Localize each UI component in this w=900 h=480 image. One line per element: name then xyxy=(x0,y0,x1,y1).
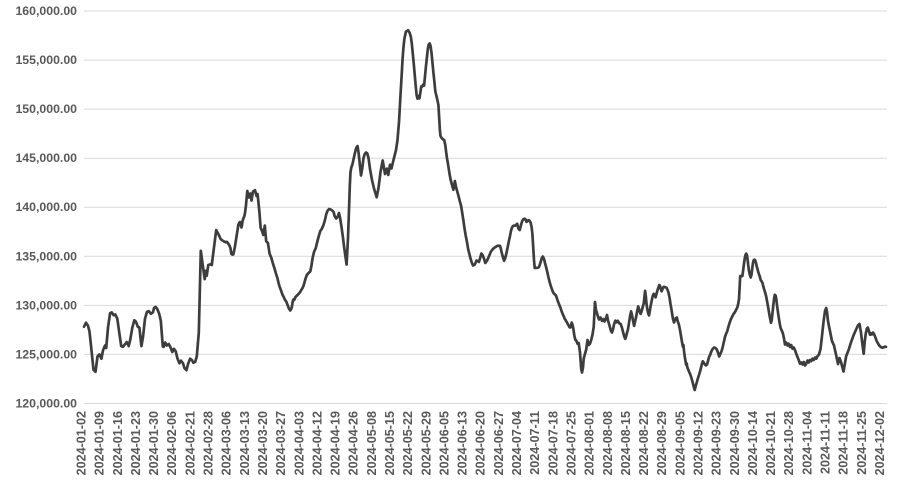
svg-text:2024-08-01: 2024-08-01 xyxy=(583,411,597,475)
svg-text:2024-05-29: 2024-05-29 xyxy=(419,411,433,475)
svg-text:2024-04-03: 2024-04-03 xyxy=(292,411,306,475)
svg-text:2024-02-06: 2024-02-06 xyxy=(165,411,179,475)
svg-text:2024-09-12: 2024-09-12 xyxy=(692,411,706,475)
svg-text:2024-08-08: 2024-08-08 xyxy=(601,411,615,475)
svg-text:2024-12-02: 2024-12-02 xyxy=(873,411,887,475)
svg-text:2024-11-18: 2024-11-18 xyxy=(837,411,851,475)
svg-text:2024-04-26: 2024-04-26 xyxy=(347,411,361,475)
svg-text:2024-01-23: 2024-01-23 xyxy=(129,411,143,475)
svg-text:2024-01-16: 2024-01-16 xyxy=(111,411,125,475)
svg-text:2024-10-14: 2024-10-14 xyxy=(746,411,760,475)
svg-text:2024-09-05: 2024-09-05 xyxy=(673,411,687,475)
svg-text:2024-09-23: 2024-09-23 xyxy=(710,411,724,475)
svg-text:2024-04-19: 2024-04-19 xyxy=(329,411,343,475)
svg-text:2024-06-05: 2024-06-05 xyxy=(437,411,451,475)
svg-text:160,000.00: 160,000.00 xyxy=(15,4,77,18)
svg-text:2024-02-21: 2024-02-21 xyxy=(183,411,197,475)
svg-text:2024-03-27: 2024-03-27 xyxy=(274,411,288,475)
svg-text:2024-02-28: 2024-02-28 xyxy=(202,411,216,475)
svg-text:2024-08-29: 2024-08-29 xyxy=(655,411,669,475)
svg-text:2024-03-13: 2024-03-13 xyxy=(238,411,252,475)
svg-text:145,000.00: 145,000.00 xyxy=(15,151,77,165)
svg-text:2024-10-28: 2024-10-28 xyxy=(782,411,796,475)
svg-text:130,000.00: 130,000.00 xyxy=(15,298,77,312)
svg-text:2024-07-04: 2024-07-04 xyxy=(510,411,524,475)
svg-text:2024-06-27: 2024-06-27 xyxy=(492,411,506,475)
svg-text:2024-05-22: 2024-05-22 xyxy=(401,411,415,475)
svg-text:2024-03-20: 2024-03-20 xyxy=(256,411,270,475)
svg-text:2024-07-25: 2024-07-25 xyxy=(565,411,579,475)
svg-text:2024-10-21: 2024-10-21 xyxy=(764,411,778,475)
svg-text:2024-06-20: 2024-06-20 xyxy=(474,411,488,475)
svg-text:2024-07-11: 2024-07-11 xyxy=(528,411,542,475)
svg-text:2024-06-13: 2024-06-13 xyxy=(456,411,470,475)
svg-text:155,000.00: 155,000.00 xyxy=(15,53,77,67)
svg-text:2024-04-12: 2024-04-12 xyxy=(310,411,324,475)
svg-text:150,000.00: 150,000.00 xyxy=(15,102,77,116)
svg-text:2024-01-02: 2024-01-02 xyxy=(75,411,89,475)
svg-text:140,000.00: 140,000.00 xyxy=(15,200,77,214)
svg-text:2024-05-08: 2024-05-08 xyxy=(365,411,379,475)
svg-text:120,000.00: 120,000.00 xyxy=(15,397,77,411)
svg-text:2024-01-30: 2024-01-30 xyxy=(147,411,161,475)
svg-text:2024-11-04: 2024-11-04 xyxy=(800,411,814,475)
svg-text:2024-05-15: 2024-05-15 xyxy=(383,411,397,475)
svg-text:2024-03-06: 2024-03-06 xyxy=(220,411,234,475)
svg-text:2024-08-22: 2024-08-22 xyxy=(637,411,651,475)
svg-text:2024-11-11: 2024-11-11 xyxy=(819,411,833,474)
svg-text:135,000.00: 135,000.00 xyxy=(15,249,77,263)
svg-text:125,000.00: 125,000.00 xyxy=(15,347,77,361)
svg-text:2024-07-18: 2024-07-18 xyxy=(546,411,560,475)
svg-text:2024-11-25: 2024-11-25 xyxy=(855,411,869,475)
svg-text:2024-09-30: 2024-09-30 xyxy=(728,411,742,475)
svg-text:2024-08-15: 2024-08-15 xyxy=(619,411,633,475)
svg-text:2024-01-09: 2024-01-09 xyxy=(93,411,107,475)
